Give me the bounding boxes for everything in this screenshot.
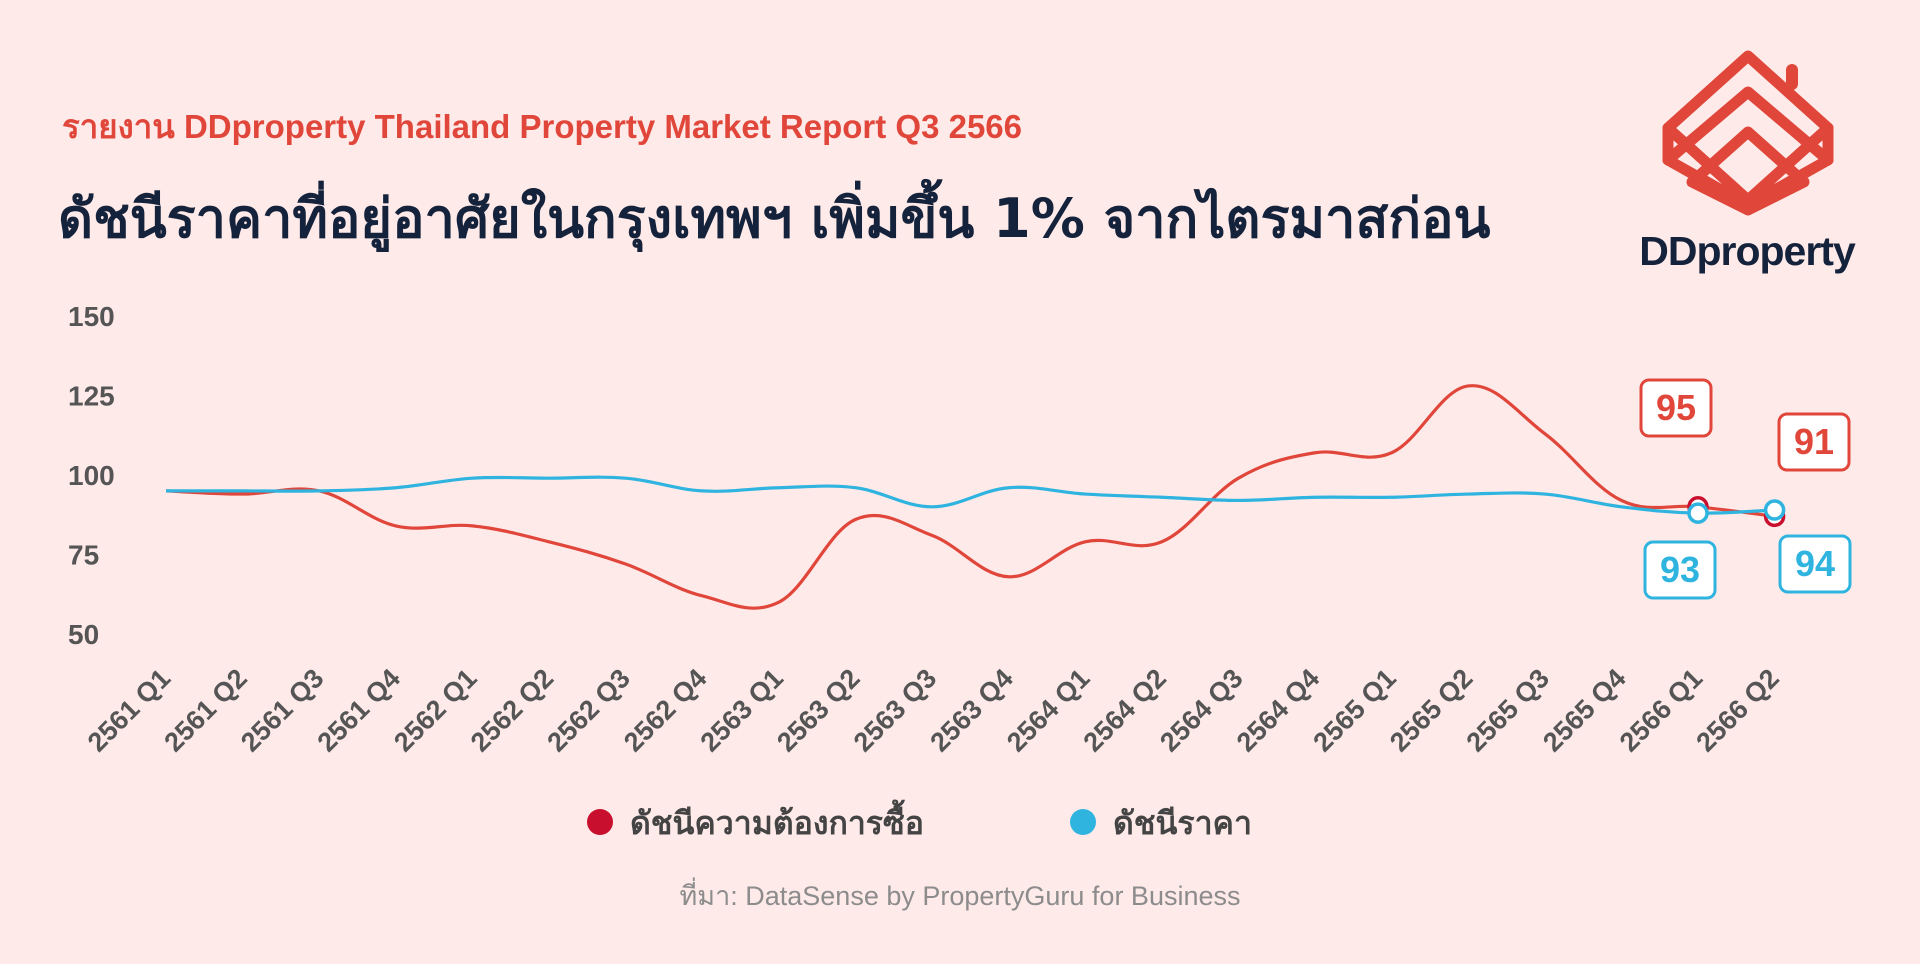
x-tick-label: 2561 Q3: [235, 663, 329, 757]
series-line-0: [165, 384, 1775, 610]
x-tick-label: 2562 Q3: [541, 663, 635, 757]
x-tick-label: 2563 Q2: [771, 663, 865, 757]
y-axis: 50 75 100 125 150: [68, 301, 115, 650]
x-tick-label: 2561 Q2: [158, 663, 252, 757]
x-tick-label: 2566 Q1: [1614, 663, 1708, 757]
series-line-1: [166, 475, 1775, 515]
annotation-box: [1643, 540, 1717, 600]
annotation-box: [1778, 534, 1852, 594]
x-tick-label: 2563 Q3: [848, 663, 942, 757]
source-note: ที่มา: DataSense by PropertyGuru for Bus…: [679, 881, 1241, 911]
brand-name: DDproperty: [1639, 228, 1856, 274]
series-marker: [1687, 502, 1709, 524]
x-tick-label: 2564 Q3: [1154, 663, 1248, 757]
annotation-label: 95: [1656, 387, 1696, 428]
x-tick-label: 2563 Q4: [924, 663, 1018, 757]
annotation-label: 94: [1795, 543, 1835, 584]
legend-swatch: [1070, 809, 1096, 835]
annotation-label: 91: [1794, 421, 1834, 462]
y-tick-label: 75: [68, 540, 99, 571]
page-title: ดัชนีราคาที่อยู่อาศัยในกรุงเทพฯ เพิ่มขึ้…: [58, 187, 1491, 250]
x-tick-label: 2565 Q2: [1384, 663, 1478, 757]
series-lines: [165, 384, 1775, 610]
series-marker: [1763, 499, 1786, 521]
x-tick-label: 2563 Q1: [695, 663, 789, 757]
y-tick-label: 125: [68, 381, 115, 412]
x-tick-label: 2562 Q4: [618, 663, 712, 757]
x-tick-label: 2561 Q4: [312, 663, 406, 757]
annotation-label: 93: [1660, 549, 1700, 590]
y-tick-label: 100: [68, 460, 115, 491]
x-tick-label: 2566 Q2: [1690, 663, 1784, 757]
x-tick-label: 2562 Q1: [388, 663, 482, 757]
report-subtitle: รายงาน DDproperty Thailand Property Mark…: [62, 108, 1023, 145]
legend-label: ดัชนีความต้องการซื้อ: [630, 799, 924, 841]
series-markers: [1687, 496, 1786, 528]
y-tick-label: 150: [68, 301, 115, 332]
legend: ดัชนีความต้องการซื้อ ดัชนีราคา: [587, 799, 1252, 841]
x-tick-label: 2561 Q1: [82, 663, 176, 757]
x-tick-label: 2565 Q1: [1307, 663, 1401, 757]
annotation-box: [1639, 378, 1713, 438]
x-tick-label: 2565 Q3: [1461, 663, 1555, 757]
x-tick-label: 2565 Q4: [1537, 663, 1631, 757]
x-tick-label: 2564 Q4: [1231, 663, 1325, 757]
annotation-box: [1777, 412, 1851, 472]
x-tick-label: 2562 Q2: [465, 663, 559, 757]
x-tick-label: 2564 Q2: [1078, 663, 1172, 757]
y-tick-label: 50: [68, 619, 99, 650]
annotations: 95 91 93 94: [1639, 378, 1852, 600]
x-tick-label: 2564 Q1: [1001, 663, 1095, 757]
legend-swatch: [587, 809, 613, 835]
legend-label: ดัชนีราคา: [1113, 805, 1252, 841]
